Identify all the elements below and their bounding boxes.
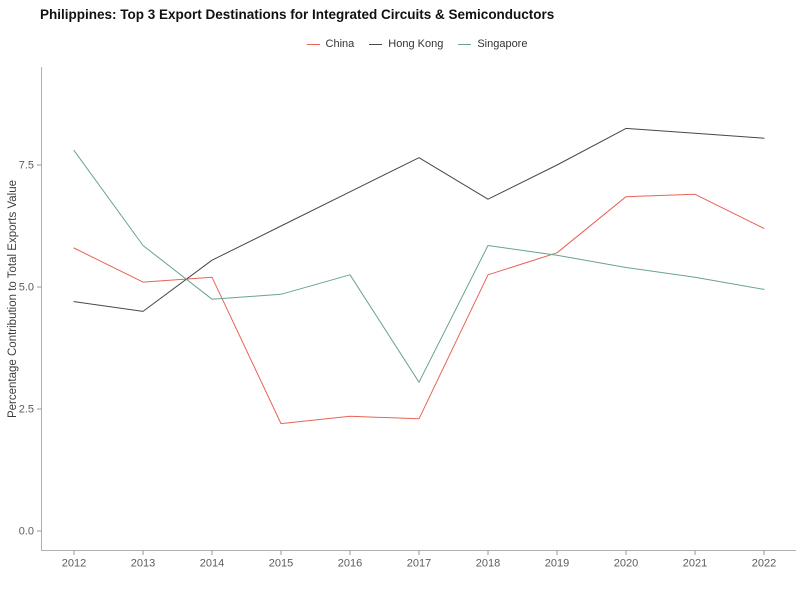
- legend-item-hong-kong: Hong Kong: [369, 38, 443, 50]
- data-line-singapore: [73, 149, 765, 383]
- x-tick-label: 2016: [338, 558, 362, 570]
- x-tick-label: 2012: [62, 558, 86, 570]
- legend-line-swatch-singapore: [458, 43, 472, 45]
- y-tick-label: 0.0: [19, 526, 34, 538]
- legend-label-singapore: Singapore: [477, 38, 528, 50]
- chart-legend: China Hong Kong Singapore: [0, 38, 800, 50]
- legend-line-swatch-hong-kong: [369, 43, 383, 45]
- data-line-hong-kong: [73, 127, 765, 312]
- legend-item-china: China: [306, 38, 355, 50]
- y-tick-label: 2.5: [19, 404, 34, 416]
- y-axis-title: Percentage Contribution to Total Exports…: [7, 180, 19, 418]
- x-tick-label: 2020: [614, 558, 638, 570]
- x-tick-label: 2017: [407, 558, 431, 570]
- y-tick-label: 7.5: [19, 160, 34, 172]
- legend-label-china: China: [325, 38, 355, 50]
- x-tick-label: 2015: [269, 558, 293, 570]
- legend-item-singapore: Singapore: [458, 38, 527, 50]
- x-tick-label: 2013: [131, 558, 155, 570]
- x-tick-label: 2014: [200, 558, 224, 570]
- data-line-china: [73, 193, 765, 425]
- legend-line-swatch-china: [306, 43, 320, 45]
- legend-label-hong-kong: Hong Kong: [388, 38, 444, 50]
- x-tick-label: 2021: [683, 558, 707, 570]
- y-tick-label: 5.0: [19, 282, 34, 294]
- x-tick-label: 2018: [476, 558, 500, 570]
- chart-title: Philippines: Top 3 Export Destinations f…: [40, 7, 555, 22]
- x-tick-label: 2022: [752, 558, 776, 570]
- x-tick-label: 2019: [545, 558, 569, 570]
